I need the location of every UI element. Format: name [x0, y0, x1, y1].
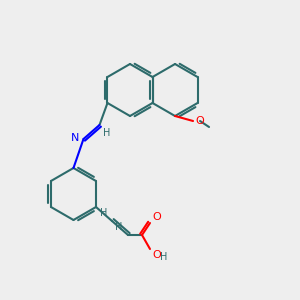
Text: O: O	[152, 250, 161, 260]
Text: H: H	[103, 128, 111, 138]
Text: H: H	[160, 252, 167, 262]
Text: H: H	[100, 208, 107, 218]
Text: H: H	[115, 222, 122, 232]
Text: O: O	[152, 212, 161, 222]
Text: O: O	[195, 116, 204, 126]
Text: N: N	[71, 133, 80, 143]
